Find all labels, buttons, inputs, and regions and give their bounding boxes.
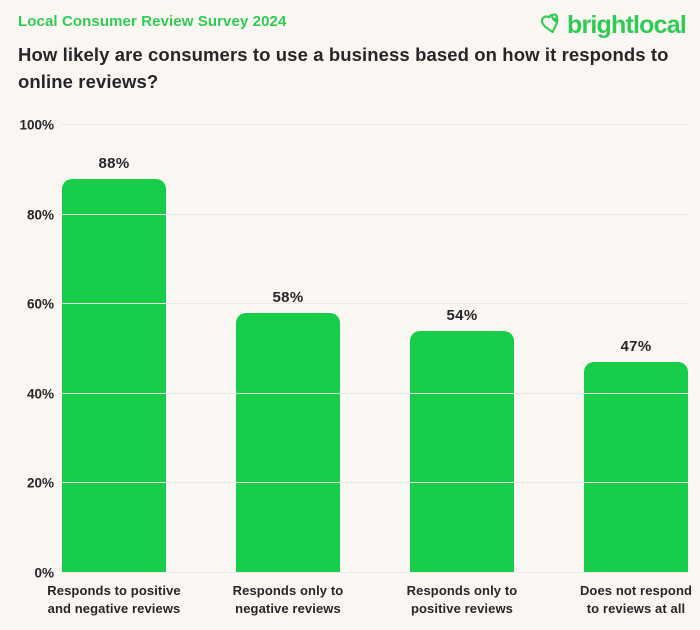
x-label-cell: Responds only to positive reviews xyxy=(407,582,518,622)
bar-columns: 88% 58% 54% 47% xyxy=(62,125,688,573)
category-label: Responds only to positive reviews xyxy=(406,583,518,617)
survey-label: Local Consumer Review Survey 2024 xyxy=(18,13,287,30)
x-label-cell: Responds to positive and negative review… xyxy=(47,582,180,622)
gridline xyxy=(62,392,688,394)
y-tick-label: 0% xyxy=(34,565,54,581)
bar xyxy=(410,331,514,573)
bar xyxy=(584,362,688,573)
brightlocal-logo: brightlocal xyxy=(537,9,687,43)
category-label: Does not respond to reviews at all xyxy=(579,583,693,617)
x-axis-labels: Responds to positive and negative review… xyxy=(47,582,692,622)
bar-column: 54% xyxy=(410,125,514,573)
bar-value-label: 47% xyxy=(620,338,652,356)
bar-column: 58% xyxy=(236,125,340,573)
chart-title: How likely are consumers to use a busine… xyxy=(18,44,669,92)
bar-value-label: 88% xyxy=(98,154,130,172)
gridline xyxy=(62,303,688,305)
y-tick-label: 20% xyxy=(26,475,54,491)
y-tick-label: 100% xyxy=(19,117,54,133)
y-axis: 0% 20% 40% 60% 80% 100% xyxy=(0,118,54,581)
y-tick-label: 40% xyxy=(26,386,54,402)
y-tick-label: 60% xyxy=(26,296,54,312)
bar-column: 47% xyxy=(584,125,688,573)
heart-map-pin-icon xyxy=(537,9,567,43)
logo-text: brightlocal xyxy=(567,10,687,39)
gridline xyxy=(62,213,688,215)
gridline xyxy=(62,482,688,484)
bar xyxy=(62,178,166,573)
gridline xyxy=(62,124,688,125)
plot-area: 88% 58% 54% 47% xyxy=(62,124,688,573)
bar-column: 88% xyxy=(62,125,166,573)
x-label-cell: Does not respond to reviews at all xyxy=(580,582,692,622)
bar-value-label: 58% xyxy=(272,289,304,307)
gridline xyxy=(62,572,688,573)
bar-value-label: 54% xyxy=(446,307,478,325)
x-label-cell: Responds only to negative reviews xyxy=(233,582,344,622)
category-label: Responds only to negative reviews xyxy=(232,583,344,617)
y-tick-label: 80% xyxy=(26,207,54,223)
header: Local Consumer Review Survey 2024 bright… xyxy=(18,9,687,43)
category-label: Responds to positive and negative review… xyxy=(47,583,181,617)
bar xyxy=(236,313,340,573)
